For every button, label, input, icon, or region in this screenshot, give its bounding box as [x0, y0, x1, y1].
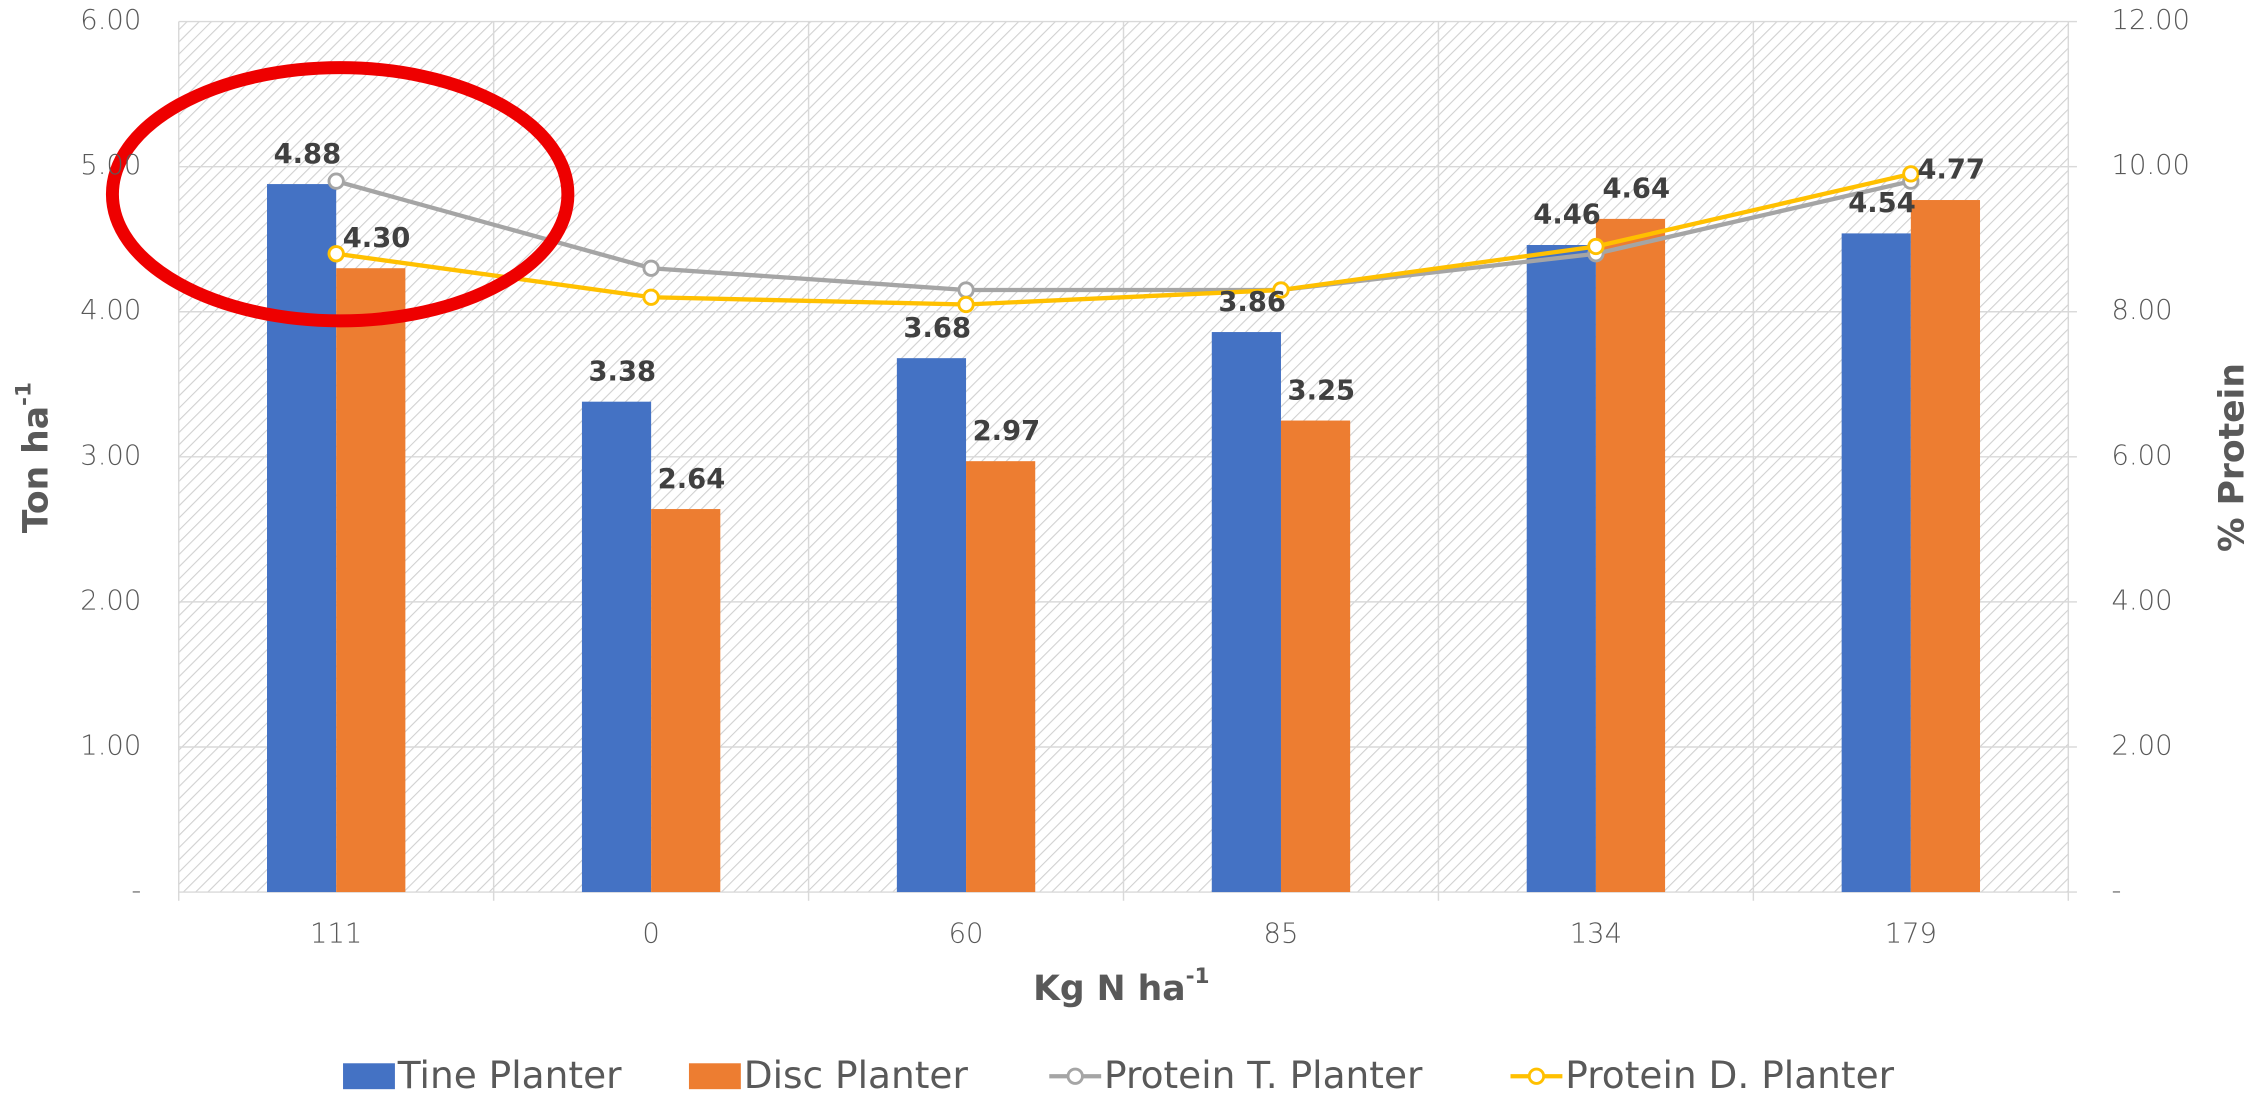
y2-tick-label: 2.00 [2112, 730, 2173, 761]
x-tick-label: 111 [310, 919, 362, 950]
data-label: 3.68 [903, 313, 971, 344]
bar [651, 509, 721, 893]
line-marker [1902, 165, 1920, 183]
x-axis-title: Kg N ha-1 [1033, 964, 1210, 1008]
x-tick-label: 179 [1885, 919, 1937, 950]
data-label: 4.30 [343, 223, 411, 254]
y-tick-label: 1.00 [80, 730, 141, 761]
data-label: 2.97 [973, 416, 1041, 447]
data-label: 4.46 [1533, 200, 1601, 231]
y-axis-title: Ton ha-1 [11, 382, 55, 533]
bar [336, 268, 406, 893]
y2-tick-label: 12.00 [2112, 5, 2190, 36]
bar [896, 358, 967, 893]
data-label: 4.64 [1602, 174, 1670, 205]
data-label: 4.77 [1917, 155, 1985, 186]
bar [1910, 200, 1981, 893]
line-marker [642, 259, 660, 277]
x-tick-label: 0 [642, 919, 659, 950]
legend-label: Disc Planter [744, 1053, 969, 1097]
y2-axis-title: % Protein [2213, 363, 2253, 552]
y-tick-label: 4.00 [80, 295, 141, 326]
bar [1595, 218, 1666, 893]
legend-swatch [343, 1063, 395, 1090]
line-marker [957, 295, 975, 314]
legend-label: Tine Planter [397, 1053, 622, 1097]
line-marker [1272, 281, 1290, 299]
legend-swatch [1066, 1067, 1084, 1085]
bar [1280, 420, 1351, 893]
y-tick-label: 3.00 [80, 440, 141, 471]
line-marker [1587, 237, 1605, 256]
legend-swatch [1527, 1067, 1546, 1085]
bar [966, 461, 1036, 893]
legend-label: Protein D. Planter [1565, 1053, 1894, 1097]
y2-tick-label: - [2112, 876, 2122, 907]
y2-tick-label: 10.00 [2112, 150, 2190, 181]
legend-label: Protein T. Planter [1104, 1053, 1423, 1097]
bar [1526, 245, 1596, 893]
legend-swatch [688, 1063, 741, 1090]
line-series [335, 171, 1912, 307]
line-marker [642, 288, 660, 306]
y2-tick-label: 6.00 [2112, 440, 2173, 471]
line-marker [957, 281, 975, 299]
data-label: 3.38 [589, 356, 657, 387]
line-series [335, 179, 1912, 293]
line-marker [327, 245, 345, 263]
y-tick-label: 6.00 [80, 5, 141, 36]
highlight-ellipse [105, 61, 575, 328]
y-tick-label: 2.00 [80, 585, 141, 616]
y2-tick-label: 4.00 [2112, 585, 2173, 616]
line-marker [327, 172, 345, 190]
x-tick-label: 134 [1570, 919, 1622, 950]
data-label: 3.25 [1288, 375, 1356, 406]
data-label: 2.64 [658, 464, 726, 495]
bar [1841, 233, 1911, 893]
x-tick-label: 85 [1264, 919, 1299, 950]
y2-tick-label: 8.00 [2112, 295, 2173, 326]
y-tick-label: 5.00 [80, 150, 141, 181]
y-tick-label: - [131, 876, 141, 907]
bar [1211, 332, 1281, 893]
x-tick-label: 60 [949, 919, 984, 950]
data-label: 4.54 [1848, 188, 1916, 219]
data-label: 3.86 [1218, 287, 1286, 318]
data-label: 4.88 [274, 139, 342, 170]
bar [581, 401, 652, 893]
bar [267, 184, 337, 893]
